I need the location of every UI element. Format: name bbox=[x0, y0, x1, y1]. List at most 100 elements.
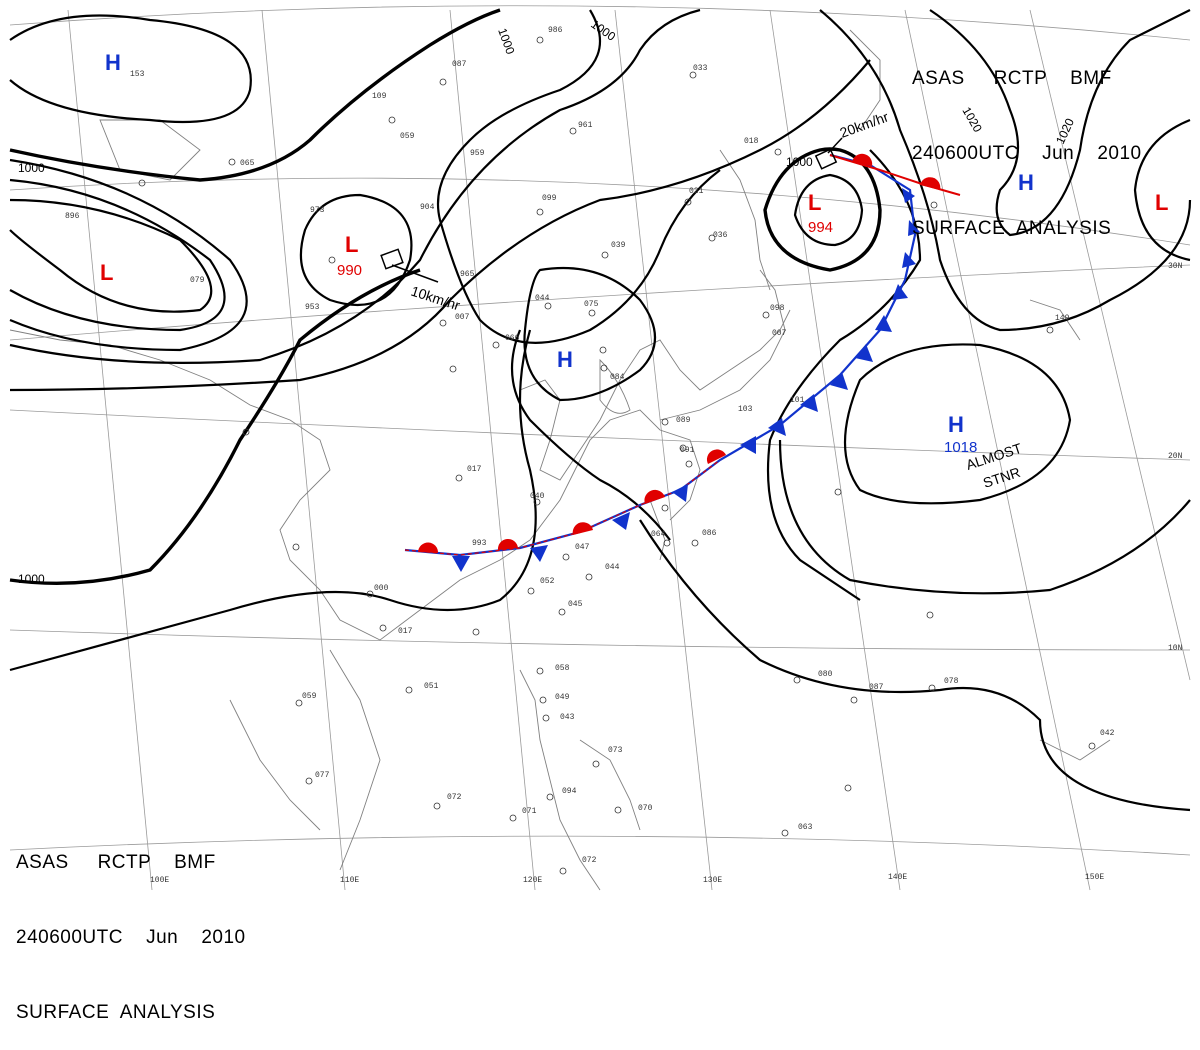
station-value: 059 bbox=[302, 692, 317, 701]
longitude-label: 140E bbox=[888, 873, 907, 882]
station-value: 045 bbox=[568, 600, 583, 609]
station-value: 051 bbox=[424, 682, 439, 691]
header-bottom: ASAS RCTP BMF 240600UTC Jun 2010 SURFACE… bbox=[16, 800, 246, 1050]
station-value: 017 bbox=[467, 465, 482, 474]
station-values: 153 087 109 059 065 959 904 965 973 986 … bbox=[65, 26, 1115, 865]
latitude-label: 10N bbox=[1168, 644, 1183, 653]
station-value: 039 bbox=[611, 241, 626, 250]
station-value: 078 bbox=[944, 677, 959, 686]
station-value: 040 bbox=[530, 492, 545, 501]
station-value: 986 bbox=[548, 26, 563, 35]
high-center: H bbox=[557, 347, 573, 372]
high-pressure-value: 1018 bbox=[944, 439, 977, 456]
station-value: 973 bbox=[310, 206, 325, 215]
isobar-label: 1000 bbox=[588, 17, 618, 44]
station-value: 959 bbox=[470, 149, 485, 158]
station-value: 072 bbox=[447, 793, 462, 802]
latitude-label: 30N bbox=[1168, 262, 1183, 271]
station-value: 049 bbox=[555, 693, 570, 702]
station-value: 047 bbox=[575, 543, 590, 552]
header-top-line2: 240600UTC Jun 2010 bbox=[912, 143, 1142, 164]
station-value: 059 bbox=[400, 132, 415, 141]
station-value: 098 bbox=[770, 304, 785, 313]
station-value: 017 bbox=[398, 627, 413, 636]
longitude-label: 130E bbox=[703, 876, 722, 885]
station-value: 094 bbox=[562, 787, 577, 796]
coordinate-labels: 100E 110E 120E 130E 140E 150E 30N 20N 10… bbox=[150, 262, 1183, 885]
longitude-label: 120E bbox=[523, 876, 542, 885]
surface-analysis-map: 153 087 109 059 065 959 904 965 973 986 … bbox=[9, 5, 1192, 891]
station-value: 087 bbox=[452, 60, 467, 69]
high-center: H bbox=[948, 412, 964, 437]
station-value: 064 bbox=[651, 530, 666, 539]
station-value: 073 bbox=[608, 746, 623, 755]
station-value: 043 bbox=[560, 713, 575, 722]
station-value: 961 bbox=[578, 121, 593, 130]
motion-labels: 10km/hr 20km/hr bbox=[409, 108, 891, 313]
station-value: 109 bbox=[372, 92, 387, 101]
station-value: 099 bbox=[542, 194, 557, 203]
station-value: 993 bbox=[472, 539, 487, 548]
low-pressure-value: 994 bbox=[808, 219, 833, 236]
high-center: H bbox=[1018, 170, 1034, 195]
station-value: 101 bbox=[790, 396, 805, 405]
longitude-label: 150E bbox=[1085, 873, 1104, 882]
frontal-system bbox=[404, 153, 961, 572]
longitude-label: 100E bbox=[150, 876, 169, 885]
station-value: 044 bbox=[535, 294, 550, 303]
station-value: 063 bbox=[798, 823, 813, 832]
isobar-label: 1000 bbox=[786, 155, 813, 169]
header-top: ASAS RCTP BMF 240600UTC Jun 2010 SURFACE… bbox=[912, 16, 1142, 266]
header-top-line3: SURFACE ANALYSIS bbox=[912, 218, 1112, 239]
station-value: 080 bbox=[818, 670, 833, 679]
isobar-label: 1000 bbox=[18, 572, 45, 586]
station-value: 953 bbox=[305, 303, 320, 312]
coastlines bbox=[9, 29, 1111, 891]
station-value: 058 bbox=[555, 664, 570, 673]
station-value: 089 bbox=[676, 416, 691, 425]
station-value: 896 bbox=[65, 212, 80, 221]
low-center: L bbox=[1155, 190, 1168, 215]
station-value: 079 bbox=[190, 276, 205, 285]
station-value: 021 bbox=[689, 187, 704, 196]
station-value: 084 bbox=[610, 373, 625, 382]
station-value: 007 bbox=[455, 313, 470, 322]
station-value: 087 bbox=[869, 683, 884, 692]
station-value: 091 bbox=[680, 446, 695, 455]
low-center: L bbox=[808, 190, 821, 215]
motion-label: 10km/hr bbox=[409, 283, 462, 314]
station-value: 103 bbox=[738, 405, 753, 414]
station-value: 153 bbox=[130, 70, 145, 79]
station-value: 052 bbox=[540, 577, 555, 586]
station-value: 042 bbox=[1100, 729, 1115, 738]
station-value: 072 bbox=[582, 856, 597, 865]
station-value: 149 bbox=[1055, 314, 1070, 323]
station-value: 904 bbox=[420, 203, 435, 212]
low-center: L bbox=[100, 260, 113, 285]
station-value: 044 bbox=[605, 563, 620, 572]
station-value: 033 bbox=[693, 64, 708, 73]
high-center: H bbox=[105, 50, 121, 75]
station-value: 075 bbox=[584, 300, 599, 309]
station-value: 065 bbox=[240, 159, 255, 168]
header-bottom-line3: SURFACE ANALYSIS bbox=[16, 1002, 216, 1023]
graticule bbox=[9, 5, 1191, 891]
latitude-label: 20N bbox=[1168, 452, 1183, 461]
station-value: 007 bbox=[772, 329, 787, 338]
header-bottom-line1: ASAS RCTP BMF bbox=[16, 852, 216, 873]
header-top-line1: ASAS RCTP BMF bbox=[912, 68, 1112, 89]
isobar-label: 1000 bbox=[495, 26, 517, 56]
motion-arrows bbox=[380, 137, 843, 283]
station-value: 000 bbox=[374, 584, 389, 593]
station-value: 036 bbox=[713, 231, 728, 240]
low-center: L bbox=[345, 232, 358, 257]
station-markers bbox=[138, 36, 1096, 875]
pressure-centers: H L L 990 L 994 H L H H 1018 bbox=[100, 50, 1168, 456]
low-pressure-value: 990 bbox=[337, 262, 362, 279]
station-value: 965 bbox=[460, 270, 475, 279]
station-value: 071 bbox=[522, 807, 537, 816]
station-value: 086 bbox=[702, 529, 717, 538]
isobar-label: 1000 bbox=[18, 161, 45, 175]
longitude-label: 110E bbox=[340, 876, 359, 885]
station-value: 070 bbox=[638, 804, 653, 813]
